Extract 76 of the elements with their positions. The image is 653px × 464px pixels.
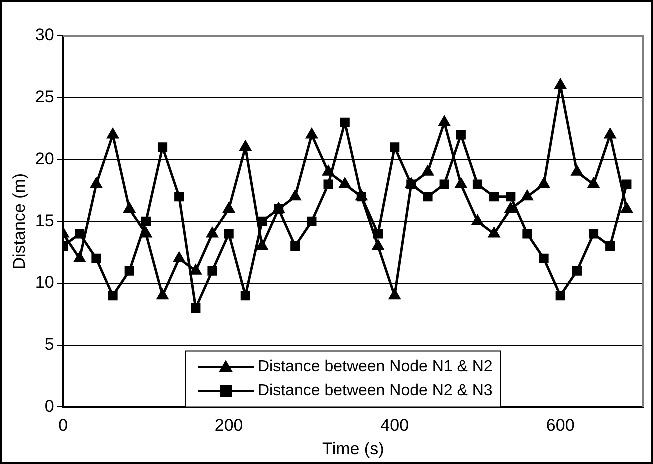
point [456,178,467,188]
point [224,229,234,239]
y-tick-label: 5 [44,335,54,354]
point [174,252,185,262]
point [240,291,250,301]
point [157,290,168,300]
point [92,254,102,264]
point [190,264,202,275]
y-axis-title: Distance (m) [10,173,29,270]
x-tick-label: 200 [214,416,244,436]
x-tick-label: 400 [380,416,410,436]
x-axis-title: Time (s) [322,439,384,458]
point [539,254,549,264]
point [622,180,632,190]
y-tick-label: 0 [44,396,54,416]
point [472,215,484,226]
point [588,229,599,239]
point [290,242,300,252]
point [208,266,218,276]
point [505,202,516,213]
legend-label: Distance between Node N1 & N2 [258,358,493,376]
x-tick-label: 0 [58,416,68,436]
point [307,216,317,226]
point [290,190,301,201]
point [538,178,550,188]
point [606,242,616,252]
legend-label: Distance between Node N2 & N3 [258,382,493,400]
point [141,216,151,226]
point [224,202,235,213]
x-tick-label: 600 [546,416,575,436]
point [488,228,500,238]
point [324,180,334,190]
point [74,252,86,262]
point [191,303,201,313]
point [140,228,152,238]
point [108,291,118,301]
point [322,166,334,176]
point [422,166,434,176]
point [572,166,583,176]
point [373,229,384,239]
point [389,290,400,300]
point [306,128,318,139]
point [456,130,466,140]
point [340,118,350,128]
point [240,141,252,152]
point [390,142,400,152]
point [588,178,600,188]
point [522,190,534,201]
point [206,228,218,238]
y-tick-label: 25 [35,88,54,107]
point [174,192,184,202]
point [124,266,134,276]
point [439,116,450,126]
y-tick-label: 20 [35,149,54,168]
point [90,178,102,188]
point [621,202,633,213]
point [75,229,85,239]
point [556,291,566,301]
point [555,79,566,90]
point [256,240,268,250]
point [472,180,483,190]
point [340,178,351,188]
point [423,192,433,202]
y-tick-label: 10 [35,273,54,292]
y-tick-label: 30 [35,26,54,45]
point [522,229,532,239]
point [572,266,582,276]
point [158,142,168,152]
point [107,128,119,139]
point [604,128,616,139]
point [124,202,136,213]
point [490,192,500,202]
point [372,240,384,250]
y-tick-label: 15 [35,211,54,230]
point [440,180,450,190]
point [506,192,516,202]
